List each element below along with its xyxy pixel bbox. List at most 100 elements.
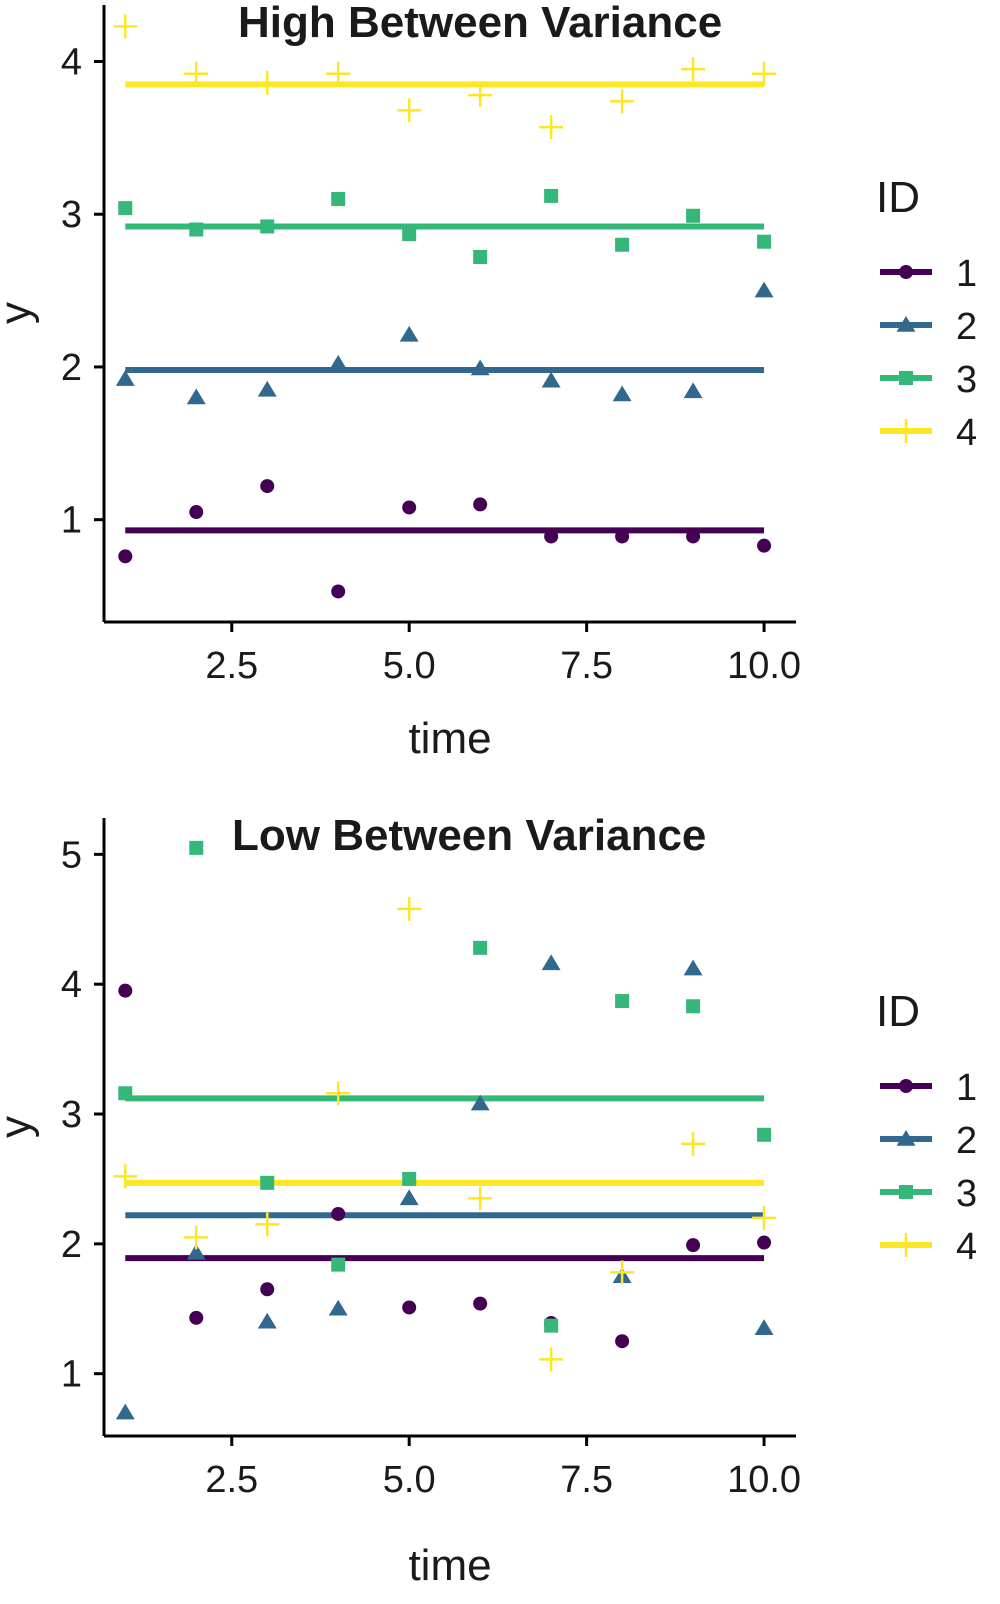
point-id-2 [754, 281, 774, 298]
point-id-1 [473, 1296, 488, 1311]
point-id-3 [260, 1175, 275, 1190]
point-id-2 [470, 1094, 490, 1111]
chart-title-high: High Between Variance [238, 0, 722, 47]
point-id-1 [757, 1235, 772, 1250]
point-id-1 [260, 479, 275, 494]
legend-key-marker [894, 419, 918, 443]
point-id-3 [615, 994, 630, 1009]
x-tick-label-high: 5.0 [383, 645, 436, 687]
legend-key-marker [899, 265, 913, 279]
point-id-2 [399, 1189, 419, 1206]
point-id-2 [541, 371, 561, 388]
point-id-2 [328, 1299, 348, 1316]
point-id-1 [615, 1334, 630, 1349]
legend-title-low: ID [876, 987, 920, 1036]
point-id-3 [331, 191, 346, 206]
point-id-4 [255, 70, 280, 95]
point-id-3 [331, 1257, 346, 1272]
point-id-3 [544, 1318, 559, 1333]
x-tick-label-low: 10.0 [727, 1459, 801, 1501]
point-id-3 [757, 234, 772, 249]
legend-label: 1 [956, 253, 977, 295]
point-id-2 [683, 382, 703, 399]
point-id-1 [686, 1238, 701, 1253]
point-id-4 [184, 1225, 209, 1250]
point-id-3 [402, 1171, 417, 1186]
y-tick-label-high: 3 [61, 194, 82, 236]
x-tick-label-low: 2.5 [205, 1459, 258, 1501]
legend-key-marker [896, 1130, 916, 1146]
point-id-3 [118, 1086, 133, 1101]
point-id-3 [686, 999, 701, 1014]
point-id-4 [326, 61, 351, 86]
point-id-2 [612, 385, 632, 402]
point-id-3 [757, 1127, 772, 1142]
legend-title-high: ID [876, 173, 920, 222]
point-id-4 [468, 83, 493, 108]
point-id-2 [399, 325, 419, 342]
point-id-1 [615, 529, 630, 544]
point-id-2 [328, 354, 348, 371]
x-tick-label-high: 2.5 [205, 645, 258, 687]
x-axis-label-high: time [408, 714, 491, 763]
point-id-1 [331, 584, 346, 599]
point-id-4 [113, 14, 138, 39]
point-id-2 [115, 370, 135, 386]
y-tick-label-high: 1 [61, 500, 82, 542]
point-id-1 [118, 983, 133, 998]
point-id-1 [189, 505, 204, 520]
point-id-2 [257, 380, 277, 397]
point-id-2 [115, 1403, 135, 1420]
point-id-2 [186, 1243, 206, 1260]
x-tick-label-low: 5.0 [383, 1459, 436, 1501]
chart-title-low: Low Between Variance [232, 811, 706, 860]
point-id-4 [610, 89, 635, 114]
legend-key-marker [899, 1185, 913, 1199]
chart-low: Low Between Variance 1 2 3 4 5 2.5 5.0 7.5 10.0 ti… [0, 811, 977, 1590]
point-id-1 [473, 497, 488, 512]
point-id-4 [752, 61, 777, 86]
legend-key-marker [894, 1233, 918, 1257]
point-id-1 [544, 529, 559, 544]
y-tick-label-high: 4 [61, 42, 82, 84]
point-id-3 [544, 188, 559, 203]
y-tick-label-low: 1 [61, 1354, 82, 1396]
point-id-3 [118, 201, 133, 216]
point-id-4 [184, 61, 209, 86]
legend-key-marker [896, 316, 916, 332]
chart-high: High Between Variance 1 2 3 4 2.5 5.0 7.5 10.0 ti… [0, 0, 977, 763]
y-tick-label-low: 2 [61, 1224, 82, 1266]
point-id-1 [331, 1206, 346, 1221]
point-id-2 [754, 1319, 774, 1335]
y-axis-label-high: y [0, 302, 40, 324]
y-tick-label-low: 3 [61, 1094, 82, 1136]
point-id-3 [260, 219, 275, 234]
point-id-3 [402, 227, 417, 242]
point-id-4 [255, 1212, 280, 1237]
point-id-2 [186, 388, 206, 405]
point-id-4 [113, 1164, 138, 1189]
legend-label: 3 [956, 359, 977, 401]
legend-label: 1 [956, 1067, 977, 1109]
point-id-2 [257, 1312, 277, 1329]
point-id-2 [470, 359, 490, 376]
point-id-4 [468, 1186, 493, 1211]
legend-label: 3 [956, 1173, 977, 1215]
point-id-1 [402, 500, 417, 515]
point-id-1 [402, 1300, 417, 1315]
y-tick-label-high: 2 [61, 347, 82, 389]
legend-label: 2 [956, 1120, 977, 1162]
point-id-4 [610, 1260, 635, 1285]
x-tick-label-high: 7.5 [560, 645, 613, 687]
point-id-4 [681, 57, 706, 82]
point-id-4 [539, 1347, 564, 1372]
point-id-3 [189, 840, 204, 855]
point-id-1 [260, 1282, 275, 1297]
legend-key-marker [899, 1079, 913, 1093]
point-id-3 [686, 208, 701, 223]
point-id-1 [686, 529, 701, 544]
x-tick-label-high: 10.0 [727, 645, 801, 687]
point-id-4 [397, 98, 422, 123]
y-axis-label-low: y [0, 1116, 40, 1138]
point-id-3 [473, 249, 488, 264]
